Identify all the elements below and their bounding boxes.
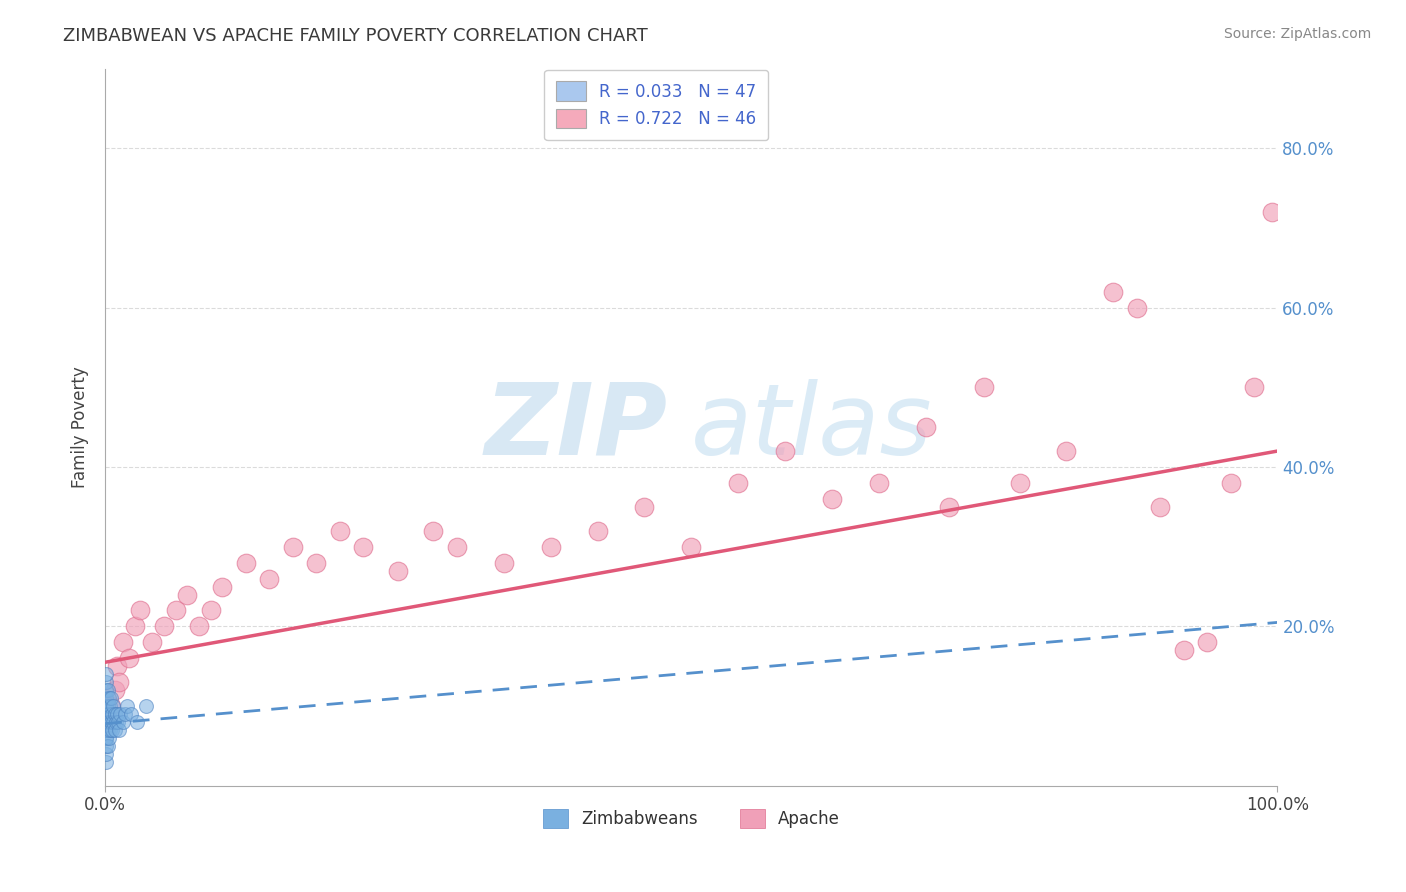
Point <box>100 699 122 714</box>
Point <box>100 714 122 729</box>
Point <box>97 731 120 745</box>
Point <box>973 380 995 394</box>
Point <box>96 699 118 714</box>
Point <box>681 540 703 554</box>
Point <box>96 714 118 729</box>
Point <box>96 755 118 769</box>
Point <box>111 714 134 729</box>
Text: ZIMBABWEAN VS APACHE FAMILY POVERTY CORRELATION CHART: ZIMBABWEAN VS APACHE FAMILY POVERTY CORR… <box>63 27 648 45</box>
Text: ZIP: ZIP <box>485 378 668 475</box>
Point <box>125 714 148 729</box>
Point <box>540 540 562 554</box>
Point <box>773 444 796 458</box>
Point <box>633 500 655 514</box>
Point <box>387 564 409 578</box>
Point <box>96 675 118 690</box>
Point <box>97 714 120 729</box>
Point <box>105 707 128 722</box>
Point <box>129 603 152 617</box>
Point <box>96 731 118 745</box>
Point <box>120 707 142 722</box>
Point <box>1054 444 1077 458</box>
Point <box>96 723 118 737</box>
Point <box>96 723 118 737</box>
Point <box>727 475 749 490</box>
Point <box>200 603 222 617</box>
Point <box>96 714 118 729</box>
Point <box>100 691 122 706</box>
Point <box>165 603 187 617</box>
Point <box>235 556 257 570</box>
Point <box>96 707 118 722</box>
Point <box>914 420 936 434</box>
Point <box>153 619 176 633</box>
Point <box>492 556 515 570</box>
Point <box>281 540 304 554</box>
Point <box>1008 475 1031 490</box>
Point <box>1173 643 1195 657</box>
Point <box>96 683 118 698</box>
Point <box>352 540 374 554</box>
Text: Source: ZipAtlas.com: Source: ZipAtlas.com <box>1223 27 1371 41</box>
Point <box>105 659 128 673</box>
Point <box>1260 205 1282 219</box>
Point <box>101 723 124 737</box>
Point <box>96 747 118 761</box>
Point <box>104 723 127 737</box>
Text: atlas: atlas <box>692 378 934 475</box>
Point <box>141 635 163 649</box>
Point <box>211 580 233 594</box>
Point <box>259 572 281 586</box>
Point <box>104 683 127 698</box>
Point <box>117 699 139 714</box>
Point <box>96 731 118 745</box>
Point <box>104 714 127 729</box>
Point <box>108 723 131 737</box>
Point <box>97 707 120 722</box>
Point <box>104 707 127 722</box>
Point <box>938 500 960 514</box>
Point <box>96 739 118 753</box>
Point <box>1102 285 1125 299</box>
Point <box>108 675 131 690</box>
Point <box>97 691 120 706</box>
Point <box>446 540 468 554</box>
Point <box>124 619 146 633</box>
Point <box>103 699 125 714</box>
Point <box>305 556 328 570</box>
Point <box>586 524 609 538</box>
Point <box>96 691 118 706</box>
Point <box>96 723 118 737</box>
Point <box>1197 635 1219 649</box>
Point <box>101 707 124 722</box>
Point <box>135 699 157 714</box>
Point <box>1125 301 1147 315</box>
Point <box>111 635 134 649</box>
Point <box>114 707 136 722</box>
Point <box>1219 475 1241 490</box>
Point <box>821 491 844 506</box>
Point <box>110 707 132 722</box>
Point <box>96 714 118 729</box>
Point <box>176 587 198 601</box>
Point <box>103 714 125 729</box>
Point <box>96 683 118 698</box>
Point <box>329 524 352 538</box>
Point <box>118 651 141 665</box>
Point <box>96 699 118 714</box>
Point <box>98 723 121 737</box>
Point <box>96 707 118 722</box>
Legend: Zimbabweans, Apache: Zimbabweans, Apache <box>536 802 846 835</box>
Point <box>96 739 118 753</box>
Point <box>107 714 129 729</box>
Point <box>98 699 121 714</box>
Point <box>96 667 118 681</box>
Y-axis label: Family Poverty: Family Poverty <box>72 367 89 488</box>
Point <box>422 524 444 538</box>
Point <box>1149 500 1171 514</box>
Point <box>868 475 890 490</box>
Point <box>1243 380 1265 394</box>
Point <box>96 699 118 714</box>
Point <box>188 619 211 633</box>
